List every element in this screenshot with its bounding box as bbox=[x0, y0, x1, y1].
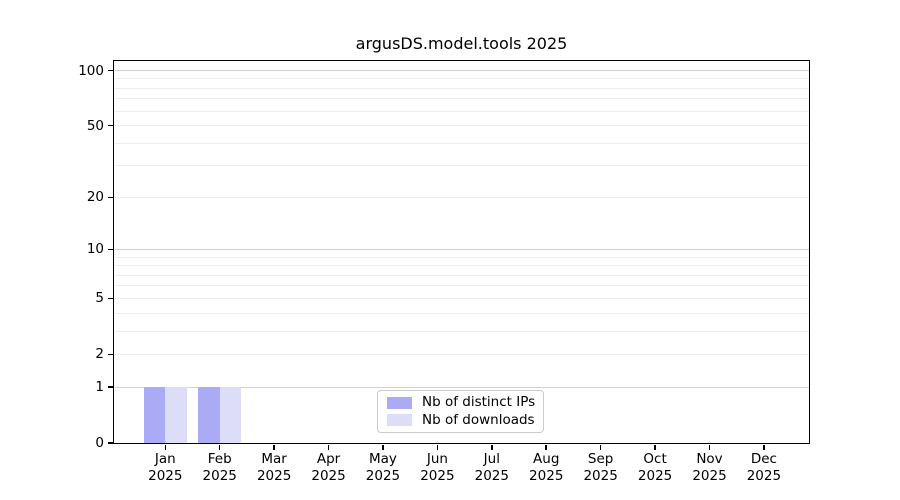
x-tick-month: May bbox=[369, 451, 397, 467]
y-tick-20 bbox=[107, 196, 114, 199]
y-tick-label-5: 5 bbox=[95, 290, 104, 307]
gridline-y-7 bbox=[114, 274, 809, 276]
x-tick-month: Feb bbox=[207, 451, 232, 467]
x-tick-mar bbox=[273, 444, 275, 450]
x-tick-year: 2025 bbox=[256, 468, 292, 484]
y-tick-100 bbox=[107, 69, 114, 72]
x-tick-year: 2025 bbox=[583, 468, 618, 484]
bar-distinct-ips-feb bbox=[198, 387, 220, 443]
x-tick-apr bbox=[327, 444, 330, 450]
y-tick-1 bbox=[107, 386, 114, 388]
x-tick-year: 2025 bbox=[311, 468, 346, 484]
y-tick-5 bbox=[107, 297, 114, 300]
x-tick-year: 2025 bbox=[529, 468, 564, 484]
y-tick-label-1: 1 bbox=[95, 379, 104, 396]
gridline-y-major-10 bbox=[114, 248, 809, 250]
y-tick-0 bbox=[107, 442, 114, 444]
x-tick-label-aug: Aug 2025 bbox=[514, 451, 578, 485]
x-tick-label-feb: Feb 2025 bbox=[188, 451, 252, 485]
x-tick-year: 2025 bbox=[637, 468, 673, 484]
x-tick-dec bbox=[763, 444, 765, 450]
x-tick-year: 2025 bbox=[365, 468, 401, 484]
x-tick-label-apr: Apr 2025 bbox=[297, 451, 361, 485]
x-tick-year: 2025 bbox=[474, 468, 509, 484]
gridline-y-50 bbox=[114, 125, 809, 127]
x-tick-label-jun: Jun 2025 bbox=[405, 451, 469, 485]
x-tick-label-sep: Sep 2025 bbox=[569, 451, 633, 485]
y-tick-label-2: 2 bbox=[95, 346, 104, 363]
x-tick-label-may: May 2025 bbox=[351, 451, 415, 485]
gridline-y-60 bbox=[114, 110, 809, 112]
bar-downloads-feb bbox=[219, 387, 242, 443]
x-tick-year: 2025 bbox=[148, 468, 183, 484]
x-tick-year: 2025 bbox=[746, 468, 782, 484]
gridline-y-70 bbox=[114, 98, 809, 100]
x-tick-label-mar: Mar 2025 bbox=[242, 451, 306, 485]
x-tick-feb bbox=[218, 444, 221, 450]
bar-downloads-jan bbox=[165, 387, 187, 443]
y-tick-10 bbox=[107, 248, 114, 251]
chart-title: argusDS.model.tools 2025 bbox=[355, 34, 568, 53]
legend-label-downloads: Nb of downloads bbox=[422, 411, 535, 428]
x-tick-month: Mar bbox=[261, 451, 287, 467]
gridline-y-80 bbox=[114, 87, 809, 89]
gridline-y-20 bbox=[114, 196, 809, 198]
y-tick-50 bbox=[107, 124, 114, 127]
legend-swatch-distinct-ips bbox=[387, 396, 412, 409]
x-tick-jan bbox=[164, 444, 167, 450]
x-tick-aug bbox=[545, 444, 547, 450]
x-tick-jul bbox=[491, 444, 493, 450]
legend-swatch-downloads bbox=[387, 414, 412, 427]
bar-distinct-ips-jan bbox=[143, 387, 166, 443]
gridline-y-major-1 bbox=[114, 386, 809, 388]
y-tick-label-50: 50 bbox=[86, 117, 104, 134]
gridline-y-3 bbox=[114, 330, 809, 332]
x-tick-month: Oct bbox=[643, 451, 667, 467]
legend-label-distinct-ips: Nb of distinct IPs bbox=[422, 394, 536, 411]
x-tick-label-dec: Dec 2025 bbox=[732, 451, 796, 485]
x-tick-month: Jul bbox=[483, 451, 500, 467]
gridline-y-5 bbox=[114, 297, 809, 299]
y-tick-label-20: 20 bbox=[86, 189, 104, 206]
x-tick-label-jul: Jul 2025 bbox=[460, 451, 524, 485]
x-tick-year: 2025 bbox=[202, 468, 237, 484]
gridline-y-30 bbox=[114, 165, 809, 167]
y-tick-2 bbox=[107, 353, 114, 356]
legend-item-distinct-ips: Nb of distinct IPs bbox=[387, 394, 536, 411]
x-tick-may bbox=[382, 444, 384, 450]
x-tick-nov bbox=[708, 444, 711, 450]
x-tick-label-nov: Nov 2025 bbox=[678, 451, 742, 485]
x-tick-year: 2025 bbox=[420, 468, 455, 484]
gridline-y-major-100 bbox=[114, 70, 809, 71]
x-tick-month: Nov bbox=[696, 451, 723, 467]
x-tick-month: Apr bbox=[316, 451, 341, 467]
x-tick-month: Jun bbox=[426, 451, 448, 467]
x-tick-oct bbox=[654, 444, 656, 450]
gridline-y-8 bbox=[114, 265, 809, 267]
legend: Nb of distinct IPs Nb of downloads bbox=[377, 390, 544, 433]
y-tick-label-100: 100 bbox=[78, 62, 104, 79]
gridline-y-4 bbox=[114, 312, 809, 314]
y-tick-label-0: 0 bbox=[95, 435, 104, 451]
x-tick-month: Aug bbox=[533, 451, 560, 467]
gridline-y-9 bbox=[114, 256, 809, 258]
x-tick-month: Sep bbox=[587, 451, 614, 467]
gridline-y-40 bbox=[114, 142, 809, 144]
x-tick-label-oct: Oct 2025 bbox=[623, 451, 687, 485]
legend-item-downloads: Nb of downloads bbox=[387, 411, 535, 428]
x-tick-label-jan: Jan 2025 bbox=[133, 451, 197, 485]
gridline-y-6 bbox=[114, 285, 809, 287]
x-tick-month: Dec bbox=[750, 451, 777, 467]
x-tick-sep bbox=[599, 444, 602, 450]
x-tick-year: 2025 bbox=[692, 468, 727, 484]
gridline-y-90 bbox=[114, 78, 809, 80]
y-tick-label-10: 10 bbox=[86, 241, 104, 258]
x-tick-jun bbox=[436, 444, 439, 450]
x-tick-month: Jan bbox=[154, 451, 176, 467]
gridline-y-2 bbox=[114, 353, 809, 355]
